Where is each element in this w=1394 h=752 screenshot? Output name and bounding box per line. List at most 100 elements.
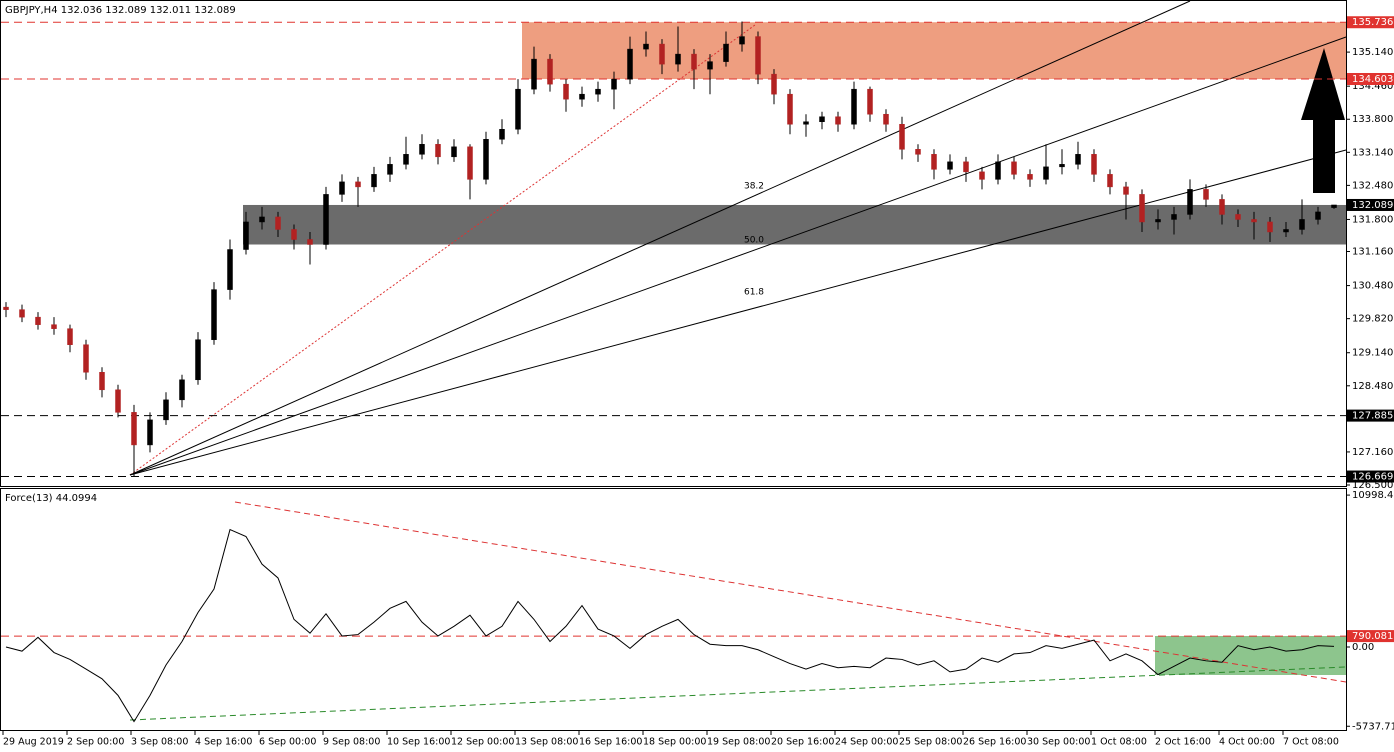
candle-body — [1331, 204, 1337, 208]
candle-body — [531, 58, 537, 90]
candle-body — [851, 88, 857, 125]
candle-body — [83, 344, 89, 373]
candle-body — [1011, 161, 1017, 175]
fib-base-line — [129, 24, 756, 476]
candle-body — [835, 116, 841, 125]
level-label: 126.669 — [1352, 472, 1393, 483]
x-tick-label: 25 Sep 08:00 — [899, 737, 962, 748]
candle-body — [547, 58, 553, 85]
level-label-bg — [1347, 16, 1394, 29]
x-tick-label: 2 Oct 16:00 — [1155, 737, 1211, 748]
y-tick-label: 129.820 — [1352, 314, 1393, 325]
fib-label: 38.2 — [744, 182, 764, 192]
x-tick-label: 18 Sep 00:00 — [643, 737, 706, 748]
candle-body — [243, 221, 249, 250]
candle-body — [1123, 186, 1129, 195]
level-label-bg — [1347, 409, 1394, 422]
candle-body — [147, 419, 153, 446]
price-marker: 132.089 — [1352, 200, 1393, 211]
candle-body — [1091, 154, 1097, 175]
x-tick-label: 1 Oct 08:00 — [1091, 737, 1147, 748]
candle-body — [355, 181, 361, 188]
candle-body — [1027, 174, 1033, 180]
candle-body — [1203, 189, 1209, 200]
candle-body — [1187, 189, 1193, 215]
candle-body — [723, 43, 729, 62]
candle-body — [179, 379, 185, 401]
candle-body — [115, 389, 121, 413]
candle-body — [51, 324, 57, 329]
candle-body — [403, 154, 409, 165]
candle-body — [515, 88, 521, 130]
candle-body — [979, 171, 985, 180]
chart-title: GBPJPY,H4 132.036 132.089 132.011 132.08… — [5, 5, 236, 16]
fib-label: 50.0 — [744, 236, 764, 246]
x-tick-label: 13 Sep 08:00 — [515, 737, 578, 748]
candle-body — [19, 309, 25, 318]
candle-body — [691, 53, 697, 70]
candle-body — [1315, 211, 1321, 220]
candle-body — [1283, 229, 1289, 233]
candle-body — [99, 372, 105, 391]
level-label-bg — [1347, 630, 1394, 643]
candle-body — [595, 88, 601, 95]
candle-body — [339, 181, 345, 195]
candle-body — [867, 88, 873, 115]
x-tick-label: 3 Sep 08:00 — [131, 737, 188, 748]
candle-body — [883, 113, 889, 125]
candle-body — [819, 116, 825, 122]
candle-body — [1155, 219, 1161, 223]
candle-body — [1251, 219, 1257, 223]
zone — [243, 204, 1346, 245]
x-tick-label: 26 Sep 16:00 — [963, 737, 1026, 748]
y-tick-label: 10998.450 — [1352, 490, 1394, 501]
candle-body — [35, 316, 41, 325]
level-label-bg — [1347, 73, 1394, 86]
candle-body — [419, 144, 425, 155]
x-tick-label: 7 Oct 08:00 — [1283, 737, 1339, 748]
candle-body — [211, 289, 217, 340]
level-label: 135.736 — [1352, 17, 1393, 28]
y-tick-label: 129.140 — [1352, 348, 1393, 359]
candle-body — [1139, 194, 1145, 223]
candle-body — [435, 144, 441, 158]
candle-body — [1043, 166, 1049, 180]
price-panel — [0, 0, 1347, 487]
y-tick-label: 133.140 — [1352, 147, 1393, 158]
y-tick-label: 127.160 — [1352, 447, 1393, 458]
level-label: 790.0818 — [1352, 631, 1394, 642]
candle-body — [499, 129, 505, 140]
y-tick-label: 131.800 — [1352, 214, 1393, 225]
fan-line — [129, 0, 1191, 476]
candle-body — [643, 43, 649, 50]
candle-body — [803, 121, 809, 125]
candle-body — [1267, 221, 1273, 233]
candle-body — [467, 146, 473, 180]
candle-body — [275, 216, 281, 230]
force-line — [5, 528, 1335, 723]
candle-body — [675, 53, 681, 65]
candle-body — [1235, 214, 1241, 220]
x-tick-label: 24 Sep 00:00 — [835, 737, 898, 748]
candle-body — [323, 194, 329, 245]
y-tick-label: 0.00 — [1352, 642, 1374, 653]
candle-body — [931, 154, 937, 170]
fan-line — [129, 36, 1347, 476]
candle-body — [947, 161, 953, 170]
candle-body — [1107, 174, 1113, 188]
y-tick-label: 134.460 — [1352, 81, 1393, 92]
candle-body — [483, 139, 489, 180]
candle-body — [3, 306, 9, 310]
level-label: 134.603 — [1352, 74, 1393, 85]
x-tick-label: 2 Sep 00:00 — [67, 737, 124, 748]
indicator-title: Force(13) 44.0994 — [5, 493, 97, 504]
candle-body — [579, 93, 585, 100]
candle-body — [195, 339, 201, 381]
x-tick-label: 30 Sep 00:00 — [1027, 737, 1090, 748]
fib-label: 61.8 — [744, 288, 764, 298]
y-tick-label: 132.480 — [1352, 180, 1393, 191]
x-tick-label: 10 Sep 16:00 — [387, 737, 450, 748]
candle-body — [451, 146, 457, 158]
candle-body — [915, 149, 921, 155]
candle-body — [291, 229, 297, 240]
